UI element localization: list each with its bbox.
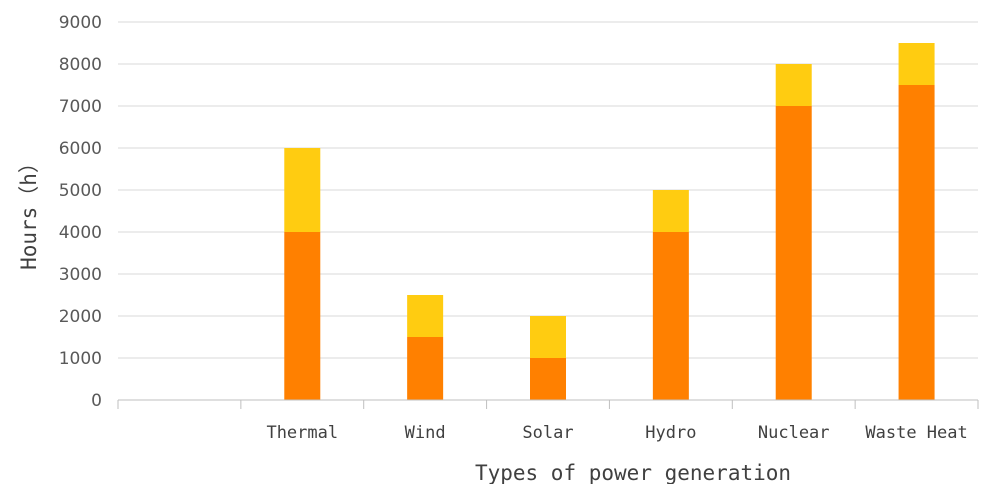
bar-segment-2 <box>775 64 812 106</box>
x-tick-label: Wind <box>405 423 446 443</box>
y-tick-label: 9000 <box>59 13 102 33</box>
y-tick-label: 4000 <box>59 223 102 243</box>
bar-segment-2 <box>407 295 444 337</box>
x-tick-label: Solar <box>522 423 573 443</box>
x-axis-title: Types of power generation <box>475 461 791 484</box>
y-axis-title: Hours（h） <box>17 152 41 270</box>
bar-segment-1 <box>530 358 566 400</box>
bar-segment-2 <box>530 316 566 358</box>
x-tick-label: Waste Heat <box>865 423 967 443</box>
bars <box>284 43 935 400</box>
y-tick-label: 8000 <box>59 55 102 75</box>
y-tick-label: 5000 <box>59 181 102 201</box>
y-tick-labels: 0 1000 2000 3000 4000 5000 6000 7000 8000 9000 <box>59 13 102 411</box>
x-tick-labels: Thermal Wind Solar Hydro Nuclear Waste Heat <box>266 423 967 443</box>
gridlines <box>118 21 978 359</box>
bar-segment-2 <box>898 43 935 85</box>
y-tick-label: 1000 <box>59 349 102 369</box>
y-tick-label: 0 <box>91 391 102 411</box>
y-tick-label: 7000 <box>59 97 102 117</box>
bar-segment-1 <box>652 232 689 400</box>
y-tick-label: 2000 <box>59 307 102 327</box>
y-tick-label: 3000 <box>59 265 102 285</box>
bar-segment-2 <box>652 190 689 232</box>
bar-segment-1 <box>898 85 935 400</box>
x-axis <box>117 399 979 409</box>
bar-segment-1 <box>284 232 321 400</box>
bar-segment-1 <box>407 337 444 400</box>
bar-segment-2 <box>284 148 321 232</box>
x-tick-label: Hydro <box>645 423 696 443</box>
bar-segment-1 <box>775 106 812 400</box>
x-tick-label: Thermal <box>266 423 338 443</box>
x-tick-label: Nuclear <box>758 423 830 443</box>
y-tick-label: 6000 <box>59 139 102 159</box>
